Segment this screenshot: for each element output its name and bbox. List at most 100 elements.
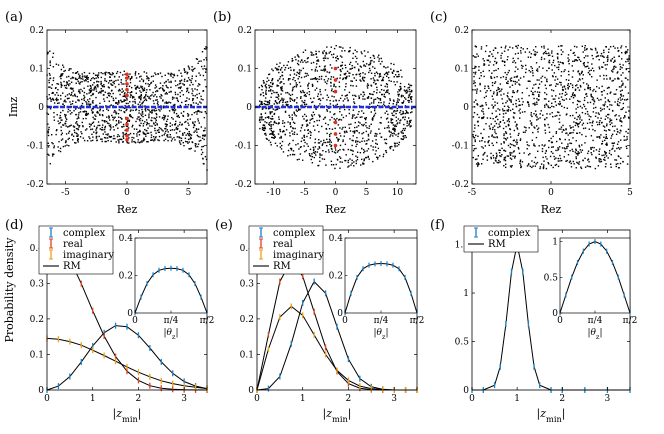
- point: [526, 144, 529, 146]
- point: [513, 139, 515, 141]
- point: [163, 105, 165, 107]
- point: [374, 146, 377, 148]
- point: [394, 130, 396, 132]
- point: [506, 120, 509, 122]
- point: [70, 103, 72, 106]
- panel-label: (d): [5, 218, 23, 233]
- point: [295, 84, 298, 86]
- point: [280, 148, 283, 150]
- point: [509, 136, 512, 138]
- point: [138, 134, 141, 136]
- point: [78, 82, 80, 84]
- point: [573, 45, 576, 48]
- point: [63, 100, 65, 103]
- point: [116, 70, 119, 73]
- point: [518, 148, 520, 150]
- point: [196, 113, 198, 115]
- point: [389, 145, 392, 148]
- point: [354, 49, 356, 51]
- point: [117, 101, 120, 103]
- point: [138, 130, 140, 133]
- point: [540, 77, 542, 79]
- point: [291, 130, 293, 132]
- point: [474, 67, 476, 69]
- point: [67, 108, 70, 111]
- point: [534, 127, 536, 129]
- point: [510, 100, 512, 102]
- point: [376, 97, 379, 99]
- point: [532, 72, 534, 74]
- point: [531, 93, 534, 96]
- point: [315, 50, 317, 53]
- point: [544, 76, 546, 79]
- point: [88, 103, 90, 105]
- point: [559, 61, 561, 63]
- point: [63, 80, 65, 83]
- point: [277, 98, 280, 100]
- point: [396, 145, 398, 147]
- point: [613, 65, 616, 67]
- point: [327, 123, 329, 126]
- point: [92, 139, 94, 142]
- point: [344, 126, 346, 129]
- point: [176, 74, 179, 77]
- point: [339, 110, 341, 113]
- point: [371, 93, 373, 96]
- point: [359, 116, 362, 118]
- point: [321, 143, 324, 145]
- point: [48, 128, 50, 131]
- point: [613, 68, 615, 70]
- point: [587, 61, 589, 64]
- point: [328, 135, 331, 138]
- point: [142, 80, 145, 83]
- point: [319, 98, 321, 100]
- point: [540, 163, 543, 165]
- point: [197, 143, 200, 145]
- point: [114, 109, 116, 112]
- inset-y-tick-label: 0: [337, 309, 343, 319]
- point: [182, 132, 184, 135]
- point: [533, 113, 535, 115]
- point: [174, 103, 176, 106]
- point: [262, 129, 265, 131]
- point: [277, 80, 279, 82]
- point: [161, 75, 163, 78]
- point: [325, 75, 327, 78]
- point: [75, 142, 77, 144]
- point: [138, 142, 141, 144]
- point: [278, 122, 280, 124]
- point: [528, 51, 531, 53]
- point: [175, 112, 178, 115]
- point: [379, 73, 381, 75]
- point: [520, 166, 522, 169]
- point: [150, 82, 152, 84]
- point: [145, 72, 148, 74]
- inset-y-tick-label: 0.2: [329, 272, 343, 282]
- point: [368, 158, 370, 160]
- point: [195, 143, 197, 145]
- point: [356, 130, 359, 132]
- point: [270, 121, 272, 123]
- point: [503, 164, 505, 167]
- point: [391, 108, 393, 110]
- point: [73, 131, 76, 134]
- point: [500, 90, 502, 92]
- point: [324, 55, 326, 57]
- point: [279, 130, 282, 133]
- point: [558, 63, 560, 66]
- point: [65, 133, 68, 135]
- point: [181, 101, 183, 104]
- point: [152, 80, 155, 82]
- point: [564, 91, 567, 94]
- point: [600, 66, 603, 68]
- point: [530, 90, 533, 92]
- point: [378, 101, 380, 104]
- point: [502, 76, 505, 78]
- point: [154, 129, 156, 132]
- point: [185, 100, 188, 102]
- point: [97, 84, 99, 87]
- point: [490, 123, 492, 125]
- point: [404, 127, 406, 130]
- point: [140, 113, 142, 115]
- point: [620, 146, 622, 149]
